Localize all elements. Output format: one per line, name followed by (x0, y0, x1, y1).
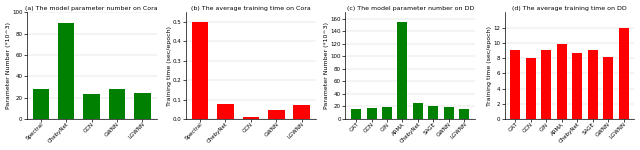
Bar (134, 93, 150, 119)
Bar (428, 106, 438, 119)
Bar (572, 53, 582, 119)
Y-axis label: Training time (sec/epoch): Training time (sec/epoch) (166, 26, 172, 106)
Bar (243, 117, 259, 119)
Bar (367, 108, 376, 119)
Title: (a) The model parameter number on Cora: (a) The model parameter number on Cora (25, 6, 158, 10)
Bar (382, 107, 392, 119)
Bar (268, 110, 285, 119)
Bar (293, 105, 310, 119)
Y-axis label: Parameter Number (*10^3): Parameter Number (*10^3) (6, 22, 10, 109)
Bar (351, 109, 361, 119)
Bar (192, 22, 209, 119)
Bar (511, 50, 520, 119)
Bar (603, 57, 613, 119)
Bar (217, 105, 234, 119)
Bar (459, 109, 469, 119)
Title: (c) The model parameter number on DD: (c) The model parameter number on DD (346, 6, 474, 10)
Bar (557, 44, 567, 119)
Y-axis label: Parameter Number (*10^3): Parameter Number (*10^3) (324, 22, 329, 109)
Bar (33, 89, 49, 119)
Bar (109, 89, 125, 119)
Bar (397, 22, 408, 119)
Bar (58, 23, 74, 119)
Bar (526, 58, 536, 119)
Bar (618, 28, 628, 119)
Title: (d) The average training time on DD: (d) The average training time on DD (512, 6, 627, 10)
Bar (413, 103, 423, 119)
Bar (588, 50, 598, 119)
Bar (444, 107, 454, 119)
Bar (541, 50, 551, 119)
Y-axis label: Training time (sec/epoch): Training time (sec/epoch) (487, 26, 492, 106)
Bar (83, 94, 100, 119)
Title: (b) The average training time on Cora: (b) The average training time on Cora (191, 6, 311, 10)
